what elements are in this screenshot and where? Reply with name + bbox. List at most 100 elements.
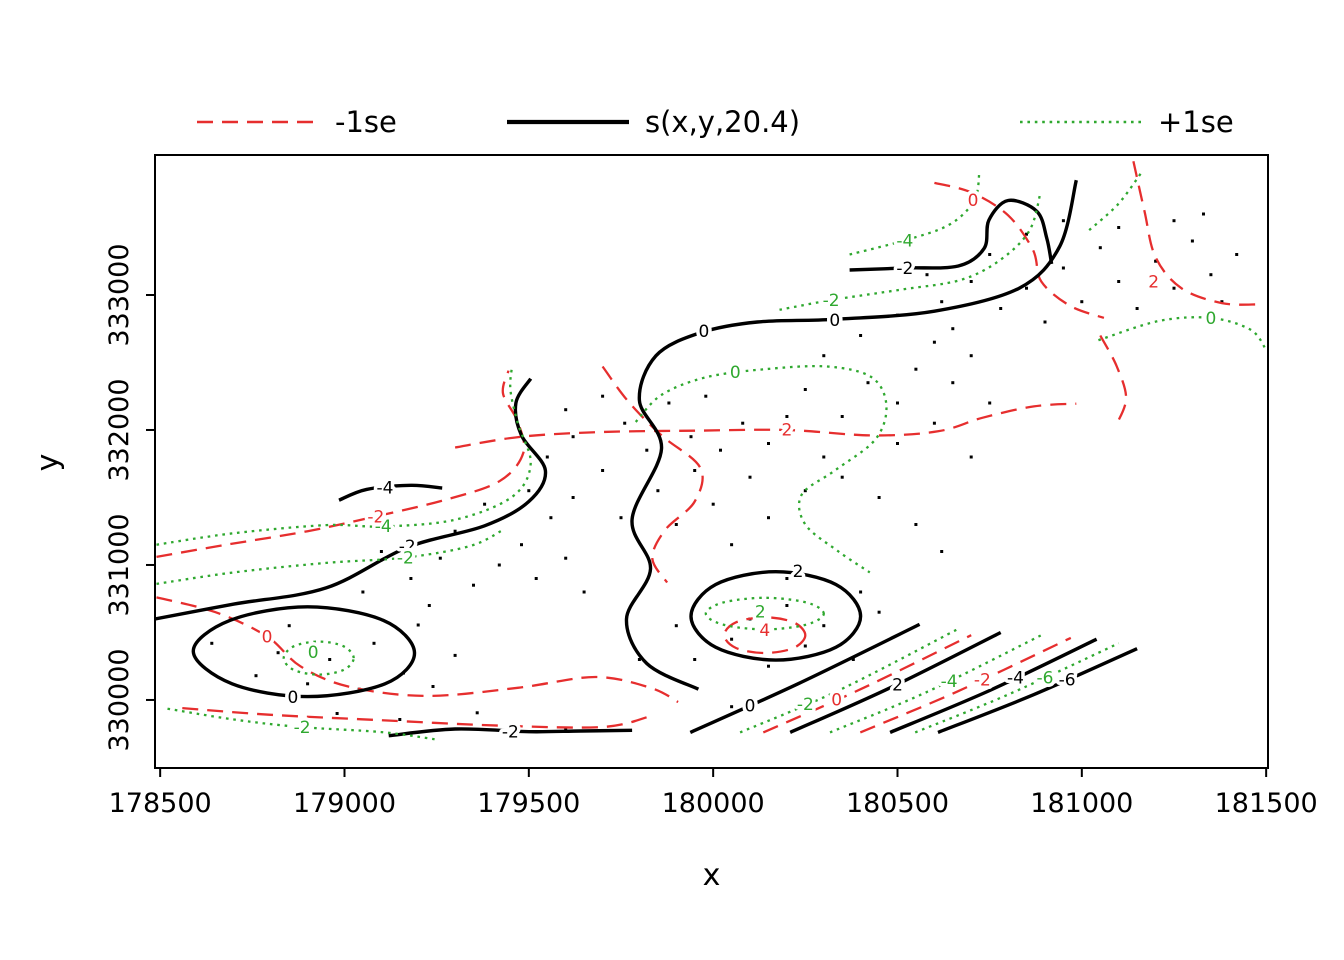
contour-line--1se-level-0 <box>1099 334 1128 428</box>
data-point <box>545 455 549 459</box>
contour-label: -2 <box>823 291 840 311</box>
data-point <box>1080 300 1084 304</box>
contour-line--1se-level-0 <box>156 596 679 704</box>
data-point <box>785 577 789 580</box>
solid-line-sample-icon <box>507 119 629 125</box>
contour-line--1se-level-2 <box>454 402 1077 449</box>
contour-line-s(x,y,20.4)-level--2 <box>155 377 548 621</box>
contour-line-s(x,y,20.4)-level--6 <box>937 647 1138 734</box>
data-point <box>866 381 870 385</box>
data-point <box>896 442 899 445</box>
data-point <box>1172 219 1176 223</box>
contour-line-+1se-level--4 <box>829 634 1042 734</box>
contour-line--1se-level-0 <box>934 181 1105 319</box>
data-point <box>969 280 973 283</box>
data-point <box>1025 232 1028 236</box>
y-tick-label: 330000 <box>104 648 135 751</box>
data-point <box>689 435 693 439</box>
plot-border <box>154 154 1269 769</box>
data-point <box>693 658 697 661</box>
contour-line--1se-level--2 <box>859 636 1072 734</box>
legend-item-minus-1se: -1se <box>195 106 397 138</box>
data-point <box>674 523 678 526</box>
contour-label: 0 <box>262 628 273 648</box>
data-point <box>497 563 501 567</box>
data-point <box>840 415 844 418</box>
data-point <box>741 421 745 425</box>
data-point <box>969 354 973 358</box>
data-point <box>571 435 575 439</box>
contour-line-s(x,y,20.4)-level--4 <box>889 637 1098 734</box>
contour-label: 0 <box>831 690 842 710</box>
contour-line--1se-level-0 <box>762 634 972 734</box>
data-point <box>877 496 881 499</box>
data-point <box>210 641 214 645</box>
data-point <box>969 455 973 459</box>
contour-line-+1se-level--2 <box>1088 172 1142 232</box>
x-axis-title: x <box>702 858 721 893</box>
x-tick-label: 180500 <box>846 788 949 819</box>
legend-label-smooth: s(x,y,20.4) <box>645 105 801 139</box>
data-point <box>335 712 339 715</box>
data-point <box>674 624 678 628</box>
y-tick-label: 333000 <box>104 243 135 346</box>
data-point <box>719 448 722 452</box>
contour-label: 0 <box>968 191 979 211</box>
x-tick-label: 181500 <box>1215 788 1318 819</box>
data-point <box>427 604 431 607</box>
data-point <box>472 583 475 587</box>
data-point <box>520 543 523 547</box>
data-point <box>527 489 531 493</box>
contour-line-+1se-level-0 <box>1098 316 1268 351</box>
data-point <box>704 394 708 398</box>
dotted-line-sample-icon <box>1020 120 1142 124</box>
data-point <box>803 644 807 648</box>
x-tick-label: 181000 <box>1030 788 1133 819</box>
contour-line-s(x,y,20.4)-level-2 <box>689 570 863 662</box>
contour-label: -2 <box>399 537 416 557</box>
data-point <box>549 516 553 520</box>
data-point <box>877 610 881 614</box>
data-point <box>564 556 568 560</box>
contour-line-s(x,y,20.4)-level-0 <box>191 605 417 699</box>
data-point <box>914 367 918 371</box>
contour-label: -2 <box>974 671 991 691</box>
data-point <box>1135 307 1139 310</box>
data-point <box>1190 239 1194 243</box>
data-point <box>730 543 734 547</box>
data-point <box>571 496 575 499</box>
x-tick-label: 178500 <box>109 788 212 819</box>
contour-label: -4 <box>377 478 394 498</box>
contour-label: 0 <box>308 643 319 663</box>
data-point <box>951 327 955 331</box>
data-point <box>822 624 826 628</box>
x-tick-label: 180000 <box>662 788 765 819</box>
data-point <box>623 421 627 425</box>
data-point <box>914 523 918 526</box>
x-tick-label: 179500 <box>477 788 580 819</box>
data-point <box>940 300 944 304</box>
contour-label: -4 <box>896 231 913 251</box>
contour-label: -2 <box>896 259 913 279</box>
contour-line-+1se-level--2 <box>156 528 504 586</box>
contour-label: -2 <box>797 695 814 715</box>
contour-line-s(x,y,20.4)-level-2 <box>789 630 1002 734</box>
contour-line-+1se-level-2 <box>704 596 825 631</box>
contour-label: -4 <box>375 517 392 537</box>
data-point <box>711 502 715 506</box>
contour-label: -2 <box>367 507 384 527</box>
data-point <box>785 604 789 607</box>
data-point <box>254 674 258 678</box>
data-point <box>431 685 435 688</box>
contour-label: 2 <box>755 603 766 623</box>
data-point <box>645 448 649 452</box>
data-point <box>767 664 770 668</box>
data-point <box>328 658 332 661</box>
data-point <box>1025 286 1028 290</box>
data-point <box>925 273 929 277</box>
contour-line--1se-level--2 <box>156 370 526 559</box>
contour-label: 2 <box>793 562 804 582</box>
contour-line-+1se-level--6 <box>914 642 1120 734</box>
data-point <box>859 590 863 594</box>
